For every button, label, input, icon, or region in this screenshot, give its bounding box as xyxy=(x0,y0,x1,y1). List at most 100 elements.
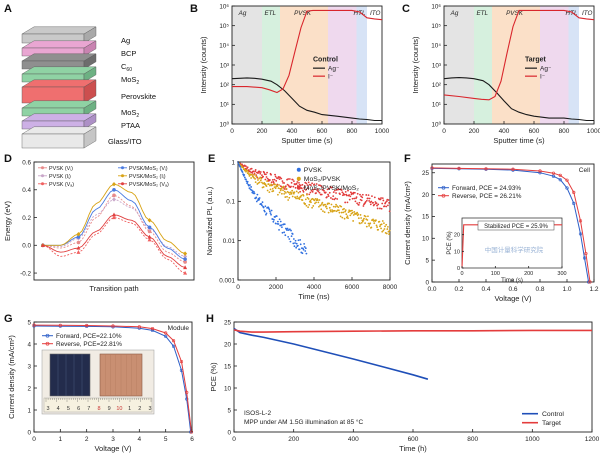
e-data-point xyxy=(381,197,384,200)
f-y-tick-label: 10 xyxy=(422,236,430,243)
d-point xyxy=(76,245,81,250)
e-data-point xyxy=(349,214,352,217)
e-data-point xyxy=(375,219,377,222)
e-data-point xyxy=(375,202,378,205)
e-data-point xyxy=(345,213,348,216)
e-data-point xyxy=(368,197,371,200)
c-region-band xyxy=(492,6,540,124)
b-y-tick-label: 10⁵ xyxy=(219,23,229,30)
g-y-tick-label: 0 xyxy=(27,429,31,436)
e-data-point xyxy=(351,211,354,214)
f-data-point xyxy=(430,166,434,170)
d-point xyxy=(183,265,188,270)
e-data-point xyxy=(317,201,320,204)
e-data-point xyxy=(337,188,340,191)
e-data-point xyxy=(292,180,295,183)
f-inset-y-tick-label: 0 xyxy=(457,266,460,272)
layer-top-face xyxy=(21,40,97,49)
e-data-point xyxy=(334,197,337,200)
f-x-tick-label: 0.8 xyxy=(535,286,544,293)
e-data-point xyxy=(279,176,282,179)
c-legend-label: Ag⁻ xyxy=(540,65,552,72)
b-region-label: PVSK xyxy=(294,10,312,17)
e-data-point xyxy=(290,185,292,188)
e-data-point xyxy=(253,176,255,179)
layer-side-face xyxy=(83,66,97,83)
e-data-point xyxy=(265,213,267,216)
e-data-point xyxy=(284,234,287,237)
e-data-point xyxy=(335,203,337,206)
e-data-point xyxy=(373,203,376,206)
e-data-point xyxy=(245,178,247,181)
e-data-point xyxy=(259,171,262,173)
e-data-point xyxy=(252,170,255,173)
e-data-point xyxy=(295,190,298,193)
f-data-point xyxy=(558,178,562,182)
e-data-point xyxy=(308,203,311,206)
e-data-point xyxy=(267,183,270,186)
e-data-point xyxy=(387,199,390,201)
e-data-point xyxy=(320,185,323,187)
e-data-point xyxy=(298,198,301,201)
h-y-axis-label: PCE (%) xyxy=(209,362,218,392)
d-legend-marker xyxy=(121,182,124,186)
f-inset-y-tick-label: 10 xyxy=(454,249,460,255)
d-point xyxy=(183,251,188,256)
e-data-point xyxy=(337,206,340,209)
e-data-point xyxy=(361,196,364,199)
e-data-point xyxy=(335,210,338,213)
layer-label-mos2: MoS2 xyxy=(121,108,139,119)
e-x-tick-label: 2000 xyxy=(269,284,284,291)
e-data-point xyxy=(288,238,291,240)
e-data-point xyxy=(311,206,313,209)
e-data-point xyxy=(341,191,344,194)
e-data-point xyxy=(337,209,340,212)
e-data-point xyxy=(344,210,347,213)
layer-label: PTAA xyxy=(121,121,140,130)
g-x-tick-label: 2 xyxy=(85,436,89,443)
layer-top-face xyxy=(21,53,97,62)
e-data-point xyxy=(376,226,378,228)
e-data-point xyxy=(302,194,305,197)
c-region-label: PVSK xyxy=(506,10,524,17)
e-data-point xyxy=(284,196,287,198)
e-data-point xyxy=(256,193,259,196)
d-point xyxy=(76,240,81,245)
d-point xyxy=(40,243,45,247)
h-x-tick-label: 1000 xyxy=(525,436,540,443)
e-data-point xyxy=(319,204,322,207)
e-data-point xyxy=(383,228,386,230)
e-data-point xyxy=(387,204,389,207)
f-y-tick-label: 15 xyxy=(422,214,430,221)
d-point xyxy=(76,250,81,254)
d-y-axis-label: Energy (eV) xyxy=(3,200,12,241)
f-data-point xyxy=(588,280,592,284)
b-legend-title: Control xyxy=(313,56,338,63)
e-data-point xyxy=(277,177,279,180)
e-data-point xyxy=(387,230,390,233)
e-data-point xyxy=(316,188,319,191)
e-data-point xyxy=(280,177,283,180)
e-data-point xyxy=(273,186,276,189)
h-x-tick-label: 1200 xyxy=(585,436,600,443)
e-data-point xyxy=(375,224,378,227)
g-ruler xyxy=(43,397,153,413)
e-data-point xyxy=(353,191,356,194)
layer-top-face xyxy=(21,66,97,75)
c-y-tick-label: 10¹ xyxy=(432,102,441,109)
e-series-0 xyxy=(237,161,308,255)
e-data-point xyxy=(314,187,316,190)
d-legend-label: PVSK/MoS₂ (Vᵢ) xyxy=(129,166,168,172)
e-data-point xyxy=(352,220,355,222)
e-data-point xyxy=(282,189,284,192)
e-data-point xyxy=(305,252,308,255)
e-data-point xyxy=(366,219,369,221)
e-data-point xyxy=(277,193,279,196)
e-data-point xyxy=(286,229,288,232)
e-data-point xyxy=(299,239,302,241)
e-data-point xyxy=(275,179,278,182)
e-data-point xyxy=(265,173,267,176)
e-data-point xyxy=(288,228,291,231)
e-data-point xyxy=(359,222,361,225)
e-data-point xyxy=(272,220,275,223)
